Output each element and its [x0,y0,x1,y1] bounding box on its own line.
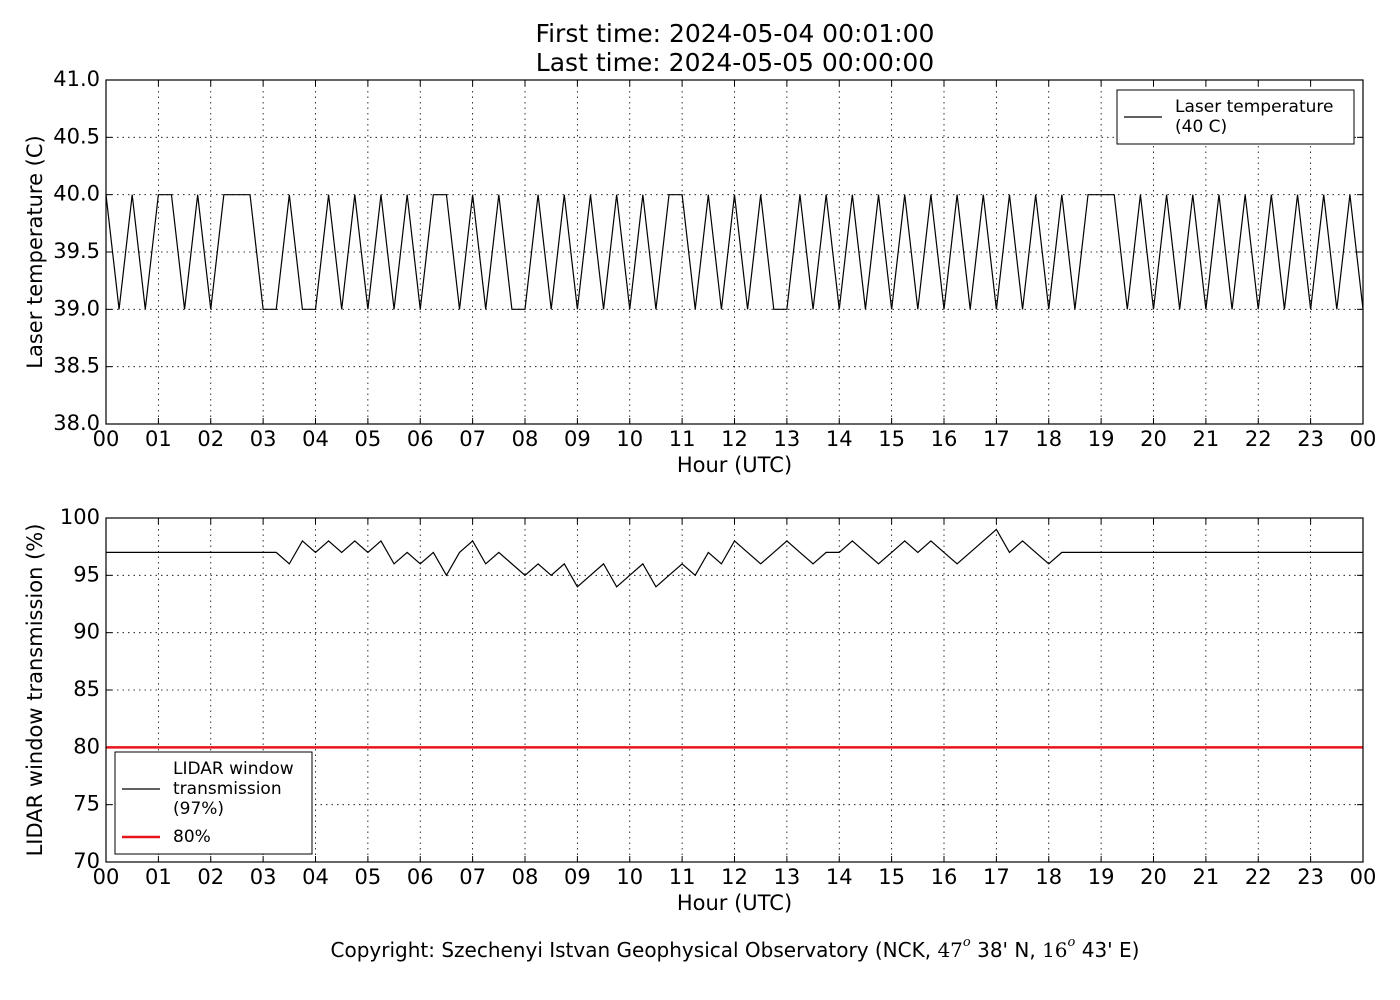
x-tick-label: 13 [774,427,801,451]
y-tick-label: 95 [73,562,100,586]
y-tick-label: 75 [73,792,100,816]
y-tick-label: 100 [60,505,100,529]
x-tick-label: 03 [250,427,277,451]
y-tick-label: 90 [73,620,100,644]
x-tick-label: 05 [355,427,382,451]
y-tick-label: 40.0 [53,182,100,206]
x-tick-label: 07 [459,865,486,889]
legend-label: (40 C) [1175,117,1227,137]
y-tick-label: 41.0 [53,67,100,91]
footer-text: 16 [1042,938,1067,962]
x-tick-label: 00 [93,427,120,451]
title-line: Last time: 2024-05-05 00:00:00 [536,48,934,77]
legend-label: Laser temperature [1175,97,1333,117]
x-tick-label: 06 [407,865,434,889]
x-tick-label: 14 [826,865,853,889]
y-tick-label: 80 [73,734,100,758]
x-tick-label: 02 [197,427,224,451]
x-tick-label: 00 [1350,427,1377,451]
y-axis-label: Laser temperature (C) [23,135,47,368]
x-tick-label: 01 [145,865,172,889]
x-tick-label: 13 [774,865,801,889]
x-tick-label: 17 [983,427,1010,451]
footer-text: Copyright: Szechenyi Istvan Geophysical … [331,938,938,962]
footer-text: 47 [937,938,962,962]
x-tick-label: 23 [1297,865,1324,889]
x-tick-label: 18 [1035,427,1062,451]
x-tick-label: 08 [512,865,539,889]
x-tick-label: 04 [302,427,329,451]
x-tick-label: 02 [197,865,224,889]
x-tick-label: 07 [459,427,486,451]
data-line [105,194,1364,310]
legend-label: transmission [173,779,282,799]
x-tick-label: 05 [355,865,382,889]
y-axis-label: LIDAR window transmission (%) [23,524,47,857]
x-axis-label: Hour (UTC) [677,453,792,477]
y-tick-label: 39.0 [53,296,100,320]
x-tick-label: 12 [721,427,748,451]
plot-frame [105,517,1364,863]
y-tick-label: 85 [73,677,100,701]
x-tick-label: 15 [878,427,905,451]
x-tick-label: 12 [721,865,748,889]
x-tick-label: 03 [250,865,277,889]
x-tick-label: 11 [669,427,696,451]
x-tick-label: 06 [407,427,434,451]
x-tick-label: 10 [616,427,643,451]
footer-text: o [1068,935,1076,950]
x-tick-label: 20 [1140,865,1167,889]
x-tick-label: 22 [1245,427,1272,451]
title-line: First time: 2024-05-04 00:01:00 [536,19,935,48]
footer-text: 38' N, [971,938,1042,962]
x-tick-label: 20 [1140,427,1167,451]
footer-text: 43' E) [1075,938,1139,962]
x-tick-label: 14 [826,427,853,451]
x-tick-label: 19 [1088,427,1115,451]
x-tick-label: 09 [564,865,591,889]
x-tick-label: 15 [878,865,905,889]
y-tick-label: 40.5 [53,124,100,148]
plot-frame [105,79,1364,425]
x-tick-label: 19 [1088,865,1115,889]
data-line [106,528,1363,588]
footer: Copyright: Szechenyi Istvan Geophysical … [331,935,1140,962]
x-axis-label: Hour (UTC) [677,891,792,915]
x-tick-label: 01 [145,427,172,451]
footer-text: o [963,935,971,950]
y-tick-label: 39.5 [53,239,100,263]
x-tick-label: 00 [1350,865,1377,889]
x-tick-label: 23 [1297,427,1324,451]
x-tick-label: 11 [669,865,696,889]
x-tick-label: 08 [512,427,539,451]
legend-label: LIDAR window [173,759,294,779]
x-tick-label: 21 [1193,865,1220,889]
y-tick-label: 38.5 [53,354,100,378]
x-tick-label: 22 [1245,865,1272,889]
x-tick-label: 16 [931,865,958,889]
x-tick-label: 00 [93,865,120,889]
y-tick-label: 70 [73,849,100,873]
axes: 00 01 02 03 04 05 06 07 08 09 10 11 12 13 14 15 16 17 18 19… [23,505,1376,915]
x-tick-label: 21 [1193,427,1220,451]
x-tick-label: 10 [616,865,643,889]
x-tick-label: 09 [564,427,591,451]
x-tick-label: 16 [931,427,958,451]
legend-label: 80% [173,827,211,847]
x-tick-label: 18 [1035,865,1062,889]
x-tick-label: 04 [302,865,329,889]
axes: 00 01 02 03 04 05 06 07 08 09 10 11 12 13 14 15 16 17 18 19… [23,67,1376,477]
y-tick-label: 38.0 [53,411,100,435]
x-tick-label: 17 [983,865,1010,889]
legend-label: (97%) [173,799,224,819]
